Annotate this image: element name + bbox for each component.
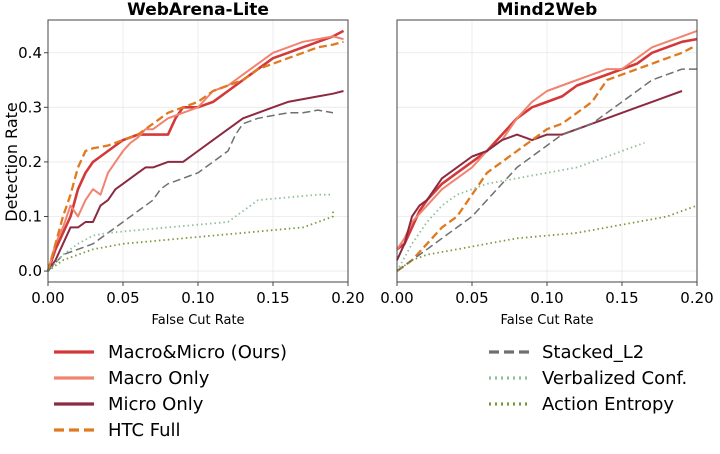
legend-label: Action Entropy — [542, 394, 674, 415]
panel-title: Mind2Web — [497, 0, 598, 20]
legend-label: Micro Only — [108, 394, 204, 415]
legend-label: Stacked_L2 — [542, 342, 644, 363]
series-line-stacked-l2 — [396, 68, 697, 272]
legend-label: Macro Only — [108, 368, 210, 389]
x-tick-label: 0.20 — [680, 289, 713, 307]
y-tick-label: 0.0 — [18, 262, 42, 280]
x-axis-label: False Cut Rate — [500, 313, 593, 328]
legend-label: Verbalized Conf. — [542, 368, 687, 389]
series-line-micro-only — [396, 90, 683, 261]
series-line-action-entropy — [47, 211, 334, 272]
chart-panel-1: 0.00 0.05 0.10 0.15 0.20 Mind2Web False Cut Ra… — [380, 0, 713, 328]
x-tick-label: 0.05 — [455, 289, 488, 307]
series-line-macro-only — [396, 29, 698, 250]
x-tick-label: 0.00 — [31, 289, 64, 307]
y-axis-label: Detection Rate — [2, 102, 21, 222]
x-tick-label: 0.10 — [530, 289, 563, 307]
y-tick-label: 0.4 — [18, 44, 42, 62]
series-line-htc-full — [46, 40, 344, 272]
series-line-macro-only — [47, 35, 344, 272]
series-line-micro-only — [47, 90, 344, 272]
x-tick-label: 0.00 — [380, 289, 413, 307]
panels: 0.00 0.05 0.10 0.15 0.20 0.0 0.1 0.2 0.3 0.4 WebAr… — [18, 0, 714, 328]
y-tick-label: 0.1 — [18, 208, 42, 226]
y-tick-label: 0.3 — [18, 98, 42, 116]
x-tick-label: 0.15 — [256, 289, 289, 307]
legend-label: HTC Full — [108, 420, 181, 441]
x-tick-label: 0.20 — [331, 289, 364, 307]
series-line-macro-micro-ours — [46, 29, 345, 272]
series-line-stacked-l2 — [47, 109, 334, 272]
series-line-verbalized-conf — [47, 193, 333, 272]
series-line-macro-micro-ours — [396, 37, 698, 251]
x-axis-label: False Cut Rate — [151, 313, 244, 328]
panel-title: WebArena-Lite — [127, 0, 269, 20]
y-tick-label: 0.2 — [18, 153, 42, 171]
x-tick-label: 0.05 — [106, 289, 139, 307]
x-tick-label: 0.10 — [181, 289, 214, 307]
legend-label: Macro&Micro (Ours) — [108, 342, 287, 363]
series-line-htc-full — [396, 46, 694, 273]
legend: Macro&Micro (Ours) Macro Only Micro Only HT… — [54, 342, 687, 441]
chart-panel-0: 0.00 0.05 0.10 0.15 0.20 0.0 0.1 0.2 0.3 0.4 WebAr… — [18, 0, 365, 328]
x-tick-label: 0.15 — [605, 289, 638, 307]
